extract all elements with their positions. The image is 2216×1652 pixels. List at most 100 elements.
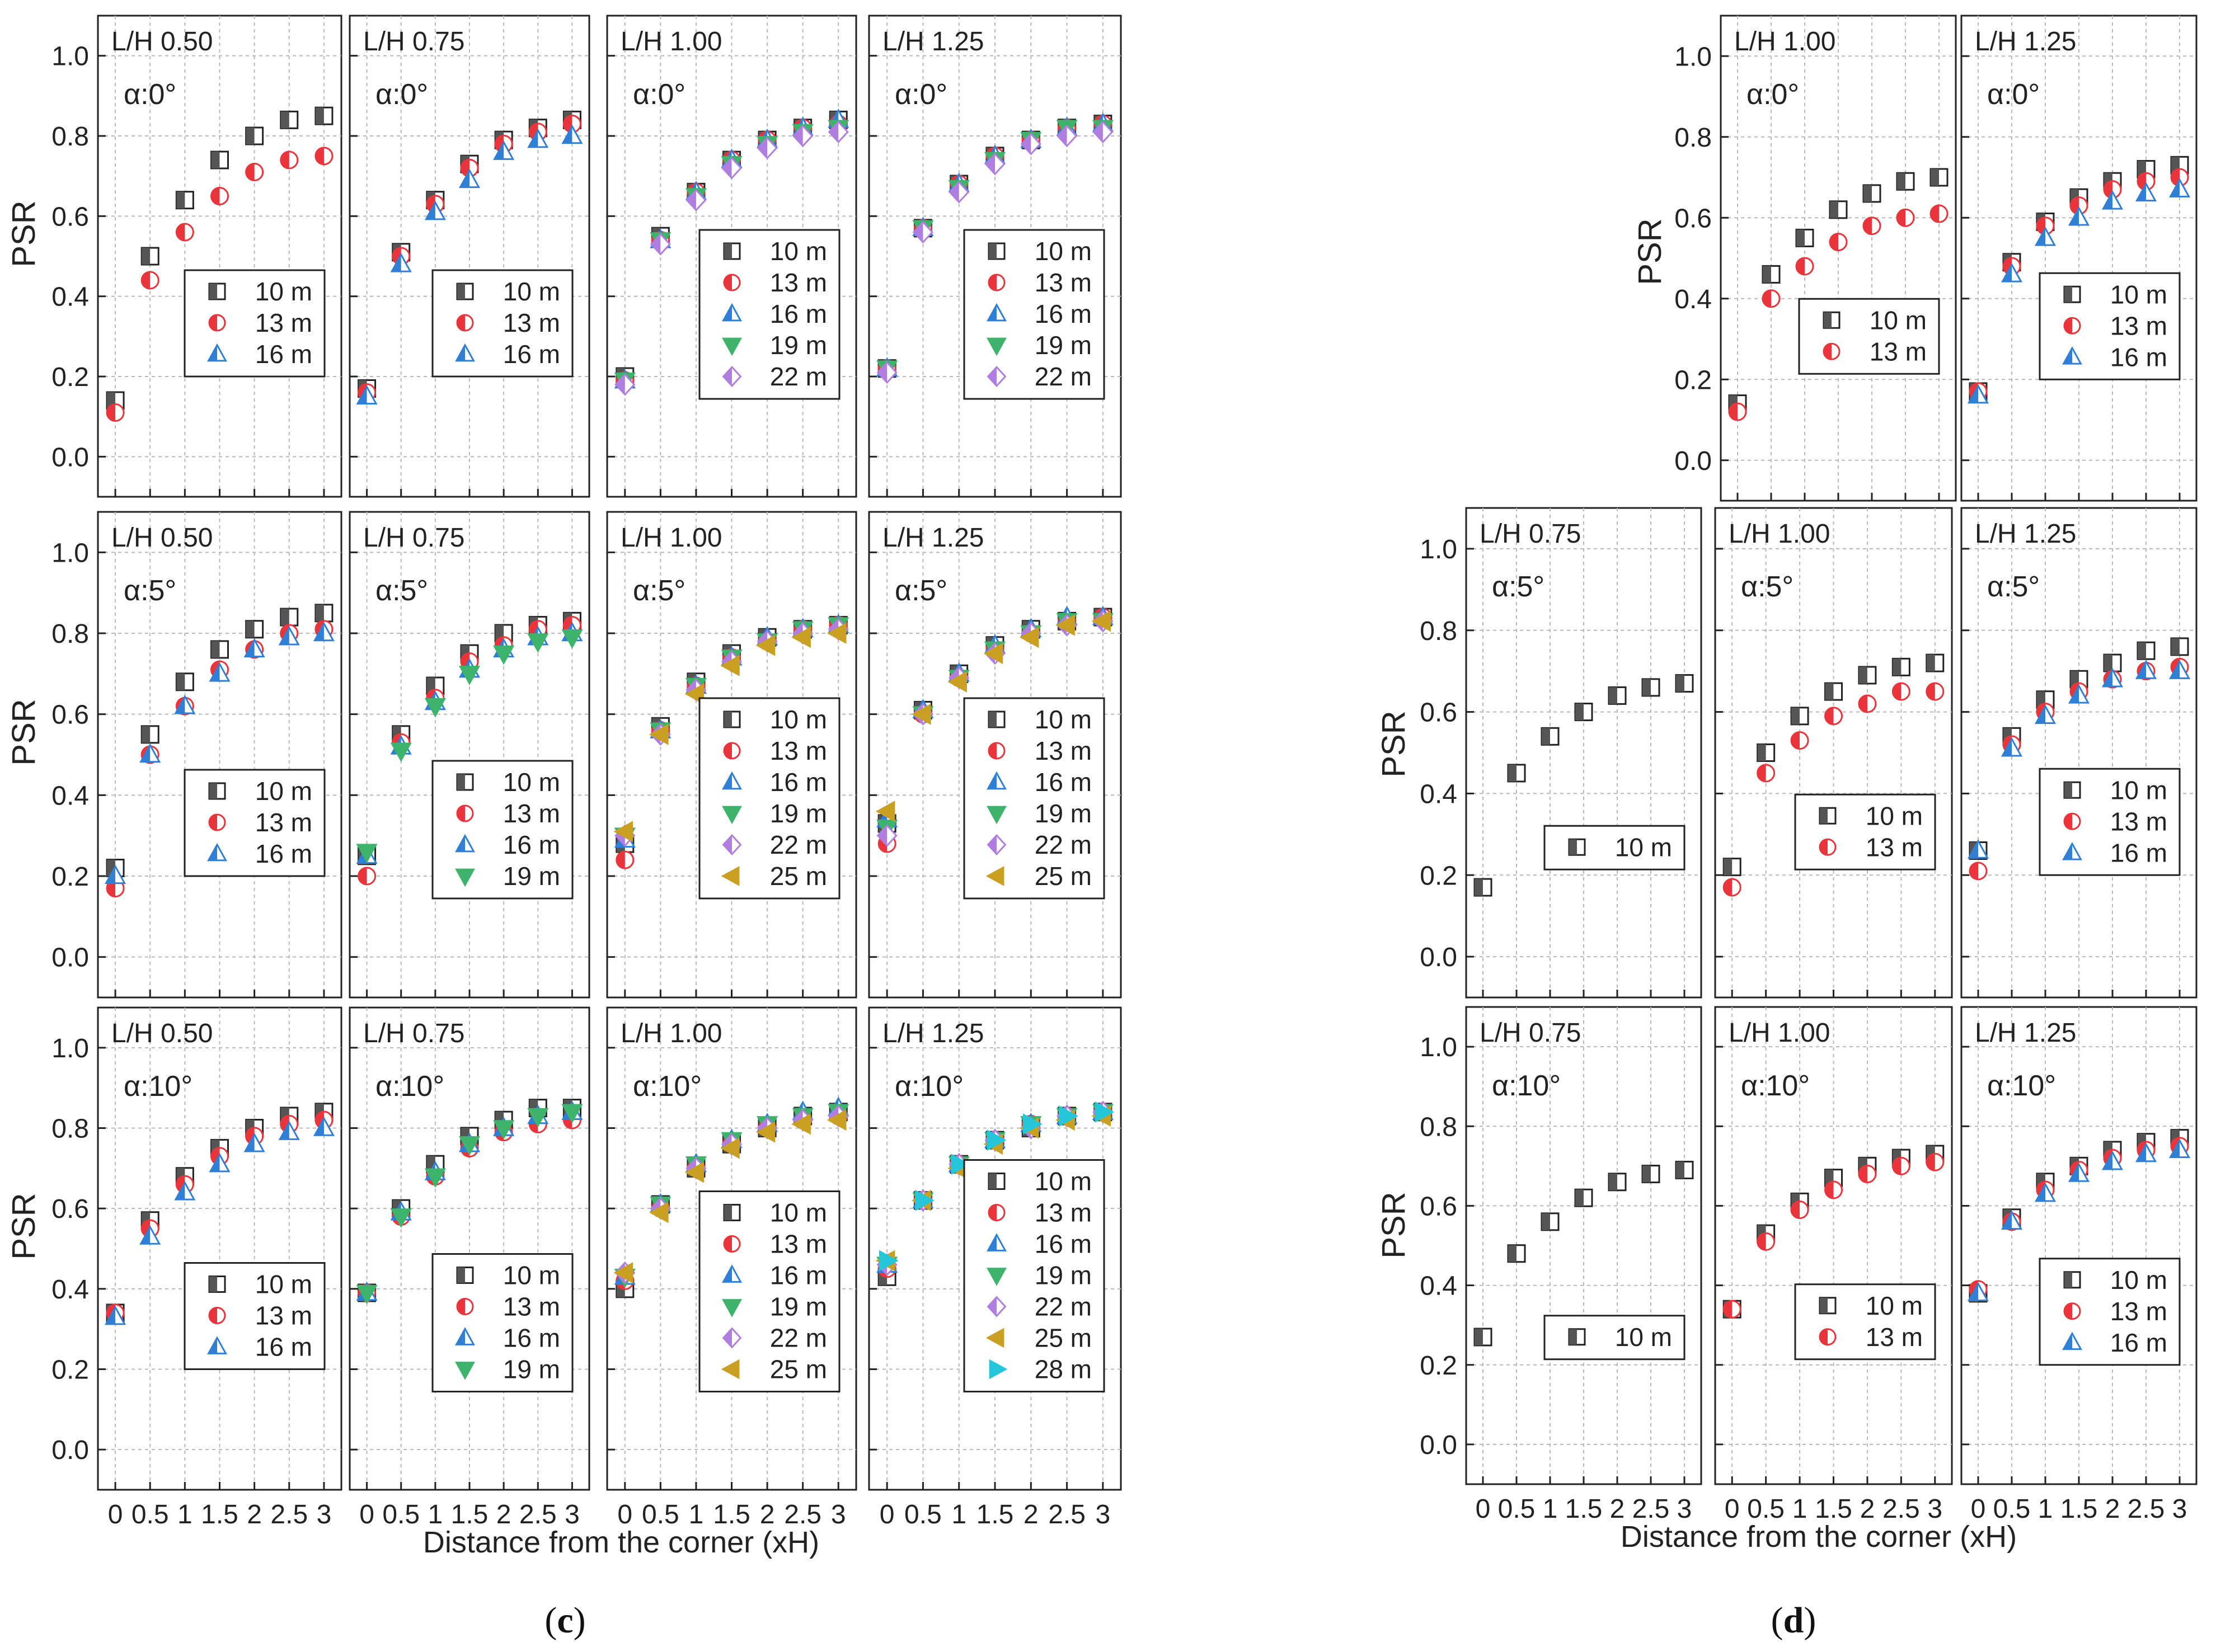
point-22m-fill	[985, 154, 995, 175]
legend-marker-fill	[724, 1204, 732, 1221]
point-13m-fill	[2037, 217, 2045, 234]
legend-box	[2039, 768, 2181, 876]
legend-marker	[987, 806, 1007, 825]
caption-paren-open: (	[1771, 1600, 1783, 1641]
point-13m-fill	[1858, 1165, 1867, 1183]
legend-label: 10 m	[503, 768, 560, 797]
point-10m-fill	[1897, 173, 1905, 190]
point-16m-fill	[2069, 208, 2079, 225]
legend-label: 19 m	[770, 1292, 827, 1321]
legend: 10 m 13 m16 m19 m 22 m25 m	[698, 1190, 841, 1392]
point-16m-fill	[2002, 1212, 2012, 1229]
legend-box	[1543, 825, 1686, 870]
point-16m-fill	[140, 1227, 151, 1244]
point-16m-fill	[392, 255, 401, 272]
panel-d-5: 0.0 0.2 0.4 0.6 0.8 1.0 0 0.5 1 1.5 2 2.5 3 L/H 0.75 α…	[1420, 1006, 1702, 1524]
point-10m-fill	[2171, 638, 2180, 655]
y-tick-label: 0.2	[1420, 1351, 1457, 1381]
point-28m	[987, 1129, 1007, 1151]
legend-marker	[722, 806, 742, 825]
point-22m-fill	[794, 126, 803, 146]
legend-label: 19 m	[1035, 799, 1092, 828]
x-tick-label: 2	[760, 1500, 775, 1529]
point-16m-fill	[2036, 1184, 2045, 1201]
x-tick-label: 2.5	[784, 1500, 821, 1529]
y-axis-label: PSR	[1632, 218, 1668, 285]
legend-marker-fill	[1820, 808, 1828, 824]
point-22m-fill	[877, 825, 888, 846]
panel-angle: α:10°	[375, 1070, 444, 1103]
panel-title: L/H 1.00	[1734, 27, 1835, 57]
panel-frame	[349, 1006, 590, 1491]
panel-title: L/H 1.25	[1975, 1018, 2076, 1048]
point-16m-fill	[2137, 1144, 2146, 1161]
point-10m-fill	[1609, 687, 1617, 704]
legend-box	[963, 1159, 1105, 1392]
point-19m	[493, 1120, 515, 1140]
point-13m-fill	[358, 868, 367, 884]
legend-label: 19 m	[1035, 331, 1092, 360]
x-tick-label: 1.5	[451, 1500, 489, 1529]
point-13m-fill	[1791, 1201, 1800, 1218]
panel-angle: α:10°	[1987, 1070, 2056, 1102]
legend-label: 10 m	[2110, 1265, 2167, 1295]
legend-marker-fill	[209, 284, 217, 299]
point-16m-fill	[2103, 1152, 2112, 1169]
point-13m-fill	[1931, 205, 1939, 223]
legend-label: 16 m	[770, 1261, 827, 1290]
x-tick-label: 0	[880, 1500, 895, 1529]
x-tick-label: 0.5	[1498, 1494, 1536, 1524]
x-tick-label: 3	[1677, 1494, 1692, 1524]
y-tick-label: 0.2	[51, 1356, 89, 1385]
legend-box	[431, 269, 574, 378]
legend-label: 13 m	[1035, 268, 1092, 297]
legend-marker-fill	[989, 243, 997, 259]
point-10m-fill	[1508, 764, 1517, 782]
legend-marker-fill	[1824, 343, 1832, 360]
point-25m	[791, 1113, 811, 1135]
panel-d-3: L/H 1.00 α:5° 10 m13 m	[1714, 507, 1953, 999]
panel-angle: α:0°	[1987, 78, 2040, 111]
legend-box	[1543, 1315, 1686, 1361]
point-25m	[649, 723, 669, 745]
point-13m-fill	[2104, 181, 2112, 198]
point-10m-fill	[1542, 1213, 1550, 1230]
x-tick-label: 3	[317, 1500, 332, 1529]
point-16m-fill	[314, 623, 324, 641]
legend-label: 16 m	[503, 1324, 560, 1353]
panel-title: L/H 1.25	[1975, 27, 2076, 57]
panel-c-9: 0 0.5 1 1.5 2 2.5 3 L/H 0.75 α:10° 10 m13 m 16 m19…	[349, 1006, 590, 1529]
panel-angle: α:0°	[895, 78, 947, 111]
point-25m	[1019, 627, 1039, 648]
point-16m-fill	[210, 1154, 220, 1171]
point-28m	[879, 1250, 899, 1272]
legend-label: 13 m	[503, 1292, 560, 1321]
panel-angle: α:0°	[633, 78, 686, 111]
legend-label: 10 m	[255, 277, 312, 306]
legend-marker-fill	[724, 275, 732, 290]
legend-label: 13 m	[2110, 807, 2167, 836]
point-13m-fill	[1729, 403, 1738, 421]
point-10m-fill	[1609, 1173, 1617, 1190]
point-28m	[915, 1189, 935, 1211]
point-13m-fill	[1830, 233, 1838, 251]
point-10m-fill	[2104, 655, 2112, 672]
point-25m	[827, 1109, 847, 1131]
x-tick-label: 2.5	[270, 1500, 308, 1529]
point-16m-fill	[2069, 686, 2079, 703]
point-16m-fill	[106, 866, 116, 883]
legend-box	[184, 269, 326, 378]
point-13m-fill	[1724, 1301, 1733, 1318]
panel-d-2: 0.0 0.2 0.4 0.6 0.8 1.0 L/H 0.75 α:5° 10 m	[1420, 507, 1702, 999]
legend-marker-fill	[723, 367, 732, 386]
point-19m	[561, 629, 583, 649]
panel-title: L/H 1.25	[882, 1019, 984, 1048]
panel-angle: α:10°	[124, 1070, 193, 1103]
y-tick-label: 0.2	[51, 363, 89, 392]
panel-angle: α:10°	[895, 1070, 964, 1103]
panel-title: L/H 1.25	[882, 523, 984, 553]
y-tick-label: 0.8	[1420, 1112, 1457, 1142]
legend-marker	[987, 337, 1007, 356]
legend: 10 m13 m 16 m	[431, 269, 574, 378]
legend-marker-fill	[988, 835, 997, 854]
